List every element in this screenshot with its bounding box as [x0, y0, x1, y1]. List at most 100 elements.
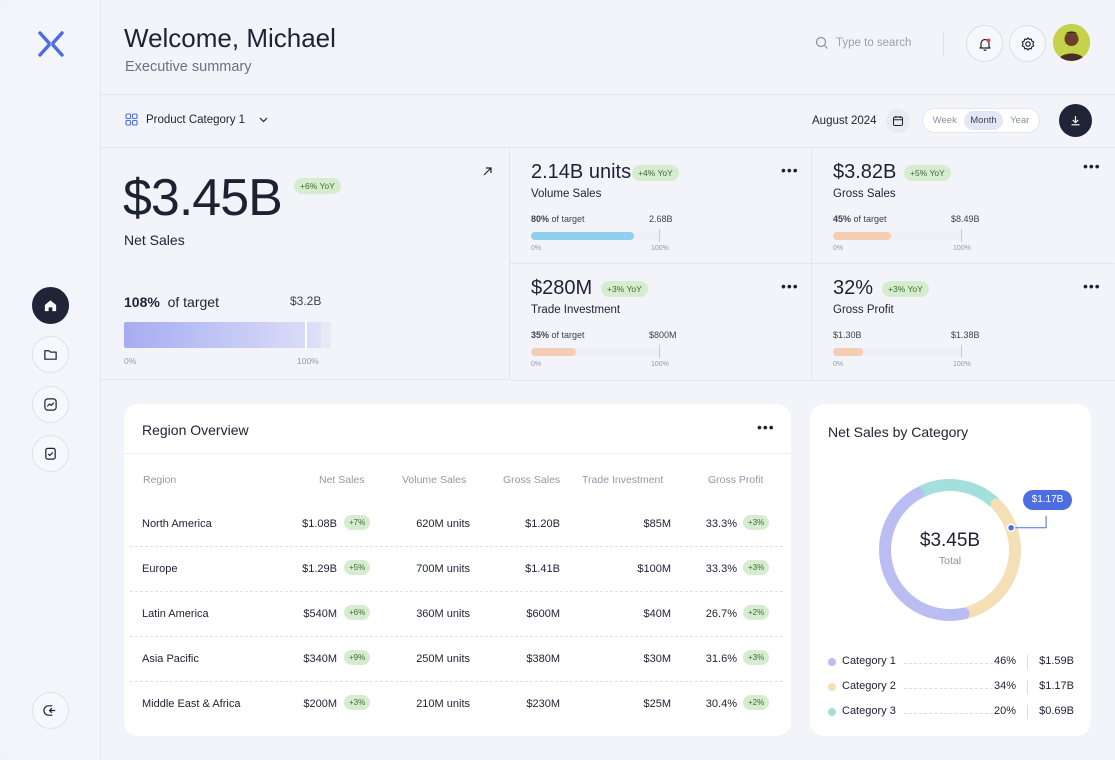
kpi-progress-bar: [833, 345, 963, 358]
cell-net-sales: $1.29B: [302, 563, 337, 575]
nav-analytics-button[interactable]: [32, 386, 69, 423]
legend-label: Category 3: [842, 705, 896, 717]
callout-connector: [1011, 515, 1047, 529]
table-row[interactable]: North America $1.08B 620M units $1.20B $85M 3…: [130, 502, 783, 547]
change-badge: +6%: [344, 605, 371, 620]
donut-slice-1[interactable]: [879, 487, 970, 621]
cell-trade-investment: $40M: [643, 608, 671, 620]
clipboard-check-icon: [45, 447, 56, 460]
more-options-icon[interactable]: •••: [781, 278, 799, 294]
cell-gross-sales: $380M: [526, 653, 560, 665]
search-input[interactable]: Type to search: [815, 36, 911, 50]
region-overview-card: Region Overview ••• Region Net Sales Vol…: [124, 404, 791, 736]
search-icon: [815, 36, 828, 49]
notifications-button[interactable]: [966, 25, 1003, 62]
nav-home-button[interactable]: [32, 287, 69, 324]
column-header-net-sales[interactable]: Net Sales: [319, 474, 365, 486]
donut-slice-2[interactable]: [960, 498, 1021, 619]
target-marker: [305, 320, 307, 350]
cell-volume-sales: 700M units: [416, 563, 470, 575]
calendar-button[interactable]: [886, 109, 910, 133]
filter-toolbar: Product Category 1 August 2024 Week Mont…: [101, 95, 1115, 148]
download-button[interactable]: [1059, 104, 1092, 137]
nav-tasks-button[interactable]: [32, 435, 69, 472]
settings-button[interactable]: [1009, 25, 1046, 62]
axis-start: 0%: [833, 361, 844, 368]
change-badge: +2%: [743, 605, 770, 620]
cell-net-sales: $540M: [303, 608, 337, 620]
axis-end: 100%: [953, 361, 971, 368]
cell-trade-investment: $100M: [637, 563, 671, 575]
x-logo-icon[interactable]: [37, 30, 65, 58]
period-label: August 2024: [812, 115, 877, 127]
cell-volume-sales: 210M units: [416, 698, 470, 710]
legend-swatch: [828, 658, 836, 666]
axis-end: 100%: [953, 245, 971, 252]
cell-gross-profit: 33.3%: [705, 518, 737, 530]
category-select[interactable]: Product Category 1: [125, 113, 270, 126]
kpi-name: Gross Profit: [833, 304, 894, 316]
cell-gross-profit: 30.4%: [705, 698, 737, 710]
cell-net-sales: $340M: [303, 653, 337, 665]
logout-icon: [43, 705, 56, 716]
table-row[interactable]: Asia Pacific $340M 250M units $380M $30M 31.6…: [130, 637, 783, 682]
kpi-trade-investment: $280M +3% YoY Trade Investment ••• 35% o…: [510, 264, 812, 380]
toggle-year[interactable]: Year: [1010, 115, 1030, 126]
kpi-target-amount: $8.49B: [951, 214, 980, 224]
cell-region: Europe: [142, 563, 178, 575]
column-header-region[interactable]: Region: [143, 474, 177, 486]
more-options-icon[interactable]: •••: [1083, 158, 1101, 174]
target-marker: [961, 345, 962, 358]
legend-percent: 46%: [993, 655, 1016, 667]
more-options-icon[interactable]: •••: [757, 419, 775, 435]
page-title: Welcome, Michael: [124, 23, 336, 53]
chevron-down-icon: [259, 117, 268, 123]
kpi-name: Trade Investment: [531, 304, 621, 316]
column-header-gross-profit[interactable]: Gross Profit: [708, 474, 764, 486]
table-row[interactable]: Europe $1.29B 700M units $1.41B $100M 33.3% +5…: [130, 547, 783, 592]
kpi-name: Gross Sales: [833, 188, 896, 200]
kpi-target-text: of target: [853, 214, 887, 224]
toggle-week[interactable]: Week: [932, 115, 957, 126]
axis-end: 100%: [651, 245, 669, 252]
avatar[interactable]: [1053, 24, 1090, 61]
table-row[interactable]: Latin America $540M 360M units $600M $40M 26.…: [130, 592, 783, 637]
nav-folder-button[interactable]: [32, 336, 69, 373]
kpi-value: 32%: [833, 277, 874, 299]
logout-button[interactable]: [32, 692, 69, 729]
kpi-name: Volume Sales: [531, 188, 602, 200]
table-row[interactable]: Middle East & Africa $200M 210M units $230M…: [130, 682, 783, 727]
period-toggle: Week Month Year: [922, 108, 1040, 133]
target-marker: [961, 229, 962, 242]
cell-volume-sales: 360M units: [416, 608, 470, 620]
cell-gross-sales: $230M: [526, 698, 560, 710]
cell-volume-sales: 620M units: [416, 518, 470, 530]
column-header-gross-sales[interactable]: Gross Sales: [503, 474, 561, 486]
net-sales-kpi: $3.45B +6% YoY Net Sales 108% of target …: [101, 148, 510, 380]
kpi-target: 45% of target: [833, 214, 887, 224]
cell-gross-profit: 26.7%: [705, 608, 737, 620]
donut-slice-3[interactable]: [914, 479, 1000, 509]
legend-separator: [1027, 680, 1028, 694]
more-options-icon[interactable]: •••: [781, 162, 799, 178]
legend-item[interactable]: Category 2 34% $1.17B: [828, 679, 1074, 697]
net-sales-label: Net Sales: [124, 232, 185, 248]
arrow-up-right-icon[interactable]: [482, 166, 493, 177]
card-divider: [124, 453, 791, 454]
kpi-target-text: of target: [551, 214, 585, 224]
callout-dot: [1006, 523, 1016, 533]
cell-gross-profit: 31.6%: [705, 653, 737, 665]
legend-item[interactable]: Category 1 46% $1.59B: [828, 654, 1074, 672]
legend-leader: [904, 663, 998, 664]
home-icon: [44, 300, 57, 312]
donut-chart: [879, 479, 1047, 621]
column-header-volume-sales[interactable]: Volume Sales: [402, 474, 467, 486]
kpi-gross-sales: $3.82B +5% YoY Gross Sales ••• 45% of ta…: [812, 148, 1114, 264]
column-header-trade-investment[interactable]: Trade Investment: [582, 474, 664, 486]
more-options-icon[interactable]: •••: [1083, 278, 1101, 294]
legend-item[interactable]: Category 3 20% $0.69B: [828, 704, 1074, 722]
toggle-month[interactable]: Month: [964, 111, 1003, 130]
cell-net-sales: $1.08B: [302, 518, 337, 530]
axis-start: 0%: [531, 245, 542, 252]
